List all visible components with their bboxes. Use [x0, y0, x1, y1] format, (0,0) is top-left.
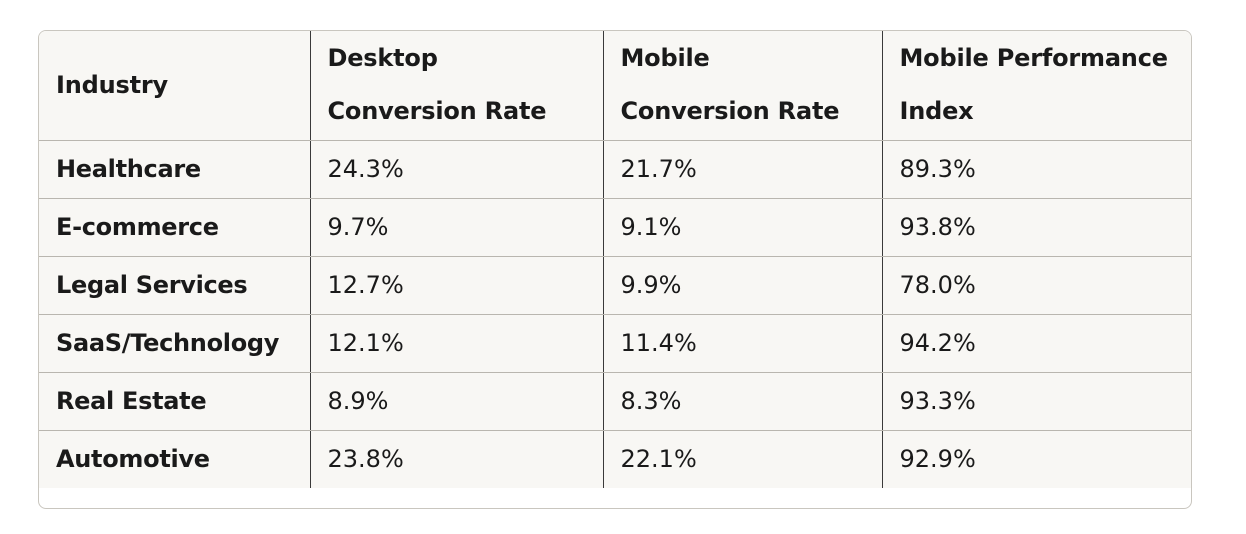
cell-industry: Legal Services — [39, 256, 311, 315]
cell-mobile-rate: 9.1% — [603, 198, 883, 257]
cell-desktop-rate: 23.8% — [310, 430, 604, 488]
header-desktop-conversion-rate: Desktop Conversion Rate — [310, 31, 604, 141]
table-header-row: Industry Desktop Conversion Rate Mobile … — [39, 31, 1191, 141]
cell-industry: Real Estate — [39, 372, 311, 431]
cell-industry: Automotive — [39, 430, 311, 488]
header-industry-label: Industry — [56, 70, 168, 99]
table-row: Real Estate 8.9% 8.3% 93.3% — [39, 372, 1191, 431]
cell-performance-index: 93.8% — [882, 198, 1191, 257]
cell-mobile-rate: 22.1% — [603, 430, 883, 488]
cell-industry: E-commerce — [39, 198, 311, 257]
table-row: Healthcare 24.3% 21.7% 89.3% — [39, 140, 1191, 199]
table-row: Legal Services 12.7% 9.9% 78.0% — [39, 256, 1191, 315]
cell-industry: SaaS/Technology — [39, 314, 311, 373]
cell-desktop-rate: 12.1% — [310, 314, 604, 373]
header-industry: Industry — [39, 31, 311, 141]
header-mpi-line1: Mobile Performance — [899, 44, 1169, 73]
conversion-rate-table-card: Industry Desktop Conversion Rate Mobile … — [38, 30, 1192, 509]
cell-performance-index: 78.0% — [882, 256, 1191, 315]
header-desktop-line1: Desktop — [327, 44, 438, 73]
cell-performance-index: 92.9% — [899, 445, 976, 474]
table-row: Automotive 23.8% 22.1% 92.9% — [39, 430, 1191, 488]
cell-mobile-rate: 8.3% — [603, 372, 883, 431]
cell-desktop-rate: 8.9% — [310, 372, 604, 431]
cell-desktop-rate: 12.7% — [310, 256, 604, 315]
header-mobile-line2: Conversion Rate — [620, 97, 840, 126]
cell-performance-index: 94.2% — [882, 314, 1191, 373]
conversion-rate-table: Industry Desktop Conversion Rate Mobile … — [39, 31, 1191, 488]
header-desktop-line2: Conversion Rate — [327, 97, 547, 126]
cell-mobile-rate: 11.4% — [603, 314, 883, 373]
header-mobile-line1: Mobile — [620, 44, 710, 73]
header-mpi-line2: Index — [899, 97, 974, 126]
cell-desktop-rate: 24.3% — [310, 140, 604, 199]
cell-performance-index: 93.3% — [882, 372, 1191, 431]
cell-mobile-rate: 21.7% — [603, 140, 883, 199]
table-row: E-commerce 9.7% 9.1% 93.8% — [39, 198, 1191, 257]
cell-performance-index: 89.3% — [882, 140, 1191, 199]
cell-mobile-rate: 9.9% — [603, 256, 883, 315]
table-row: SaaS/Technology 12.1% 11.4% 94.2% — [39, 314, 1191, 373]
cell-industry: Healthcare — [39, 140, 311, 199]
header-mobile-conversion-rate: Mobile Conversion Rate — [603, 31, 883, 141]
cell-desktop-rate: 9.7% — [310, 198, 604, 257]
header-mobile-performance-index: Mobile Performance Index — [882, 31, 1191, 141]
